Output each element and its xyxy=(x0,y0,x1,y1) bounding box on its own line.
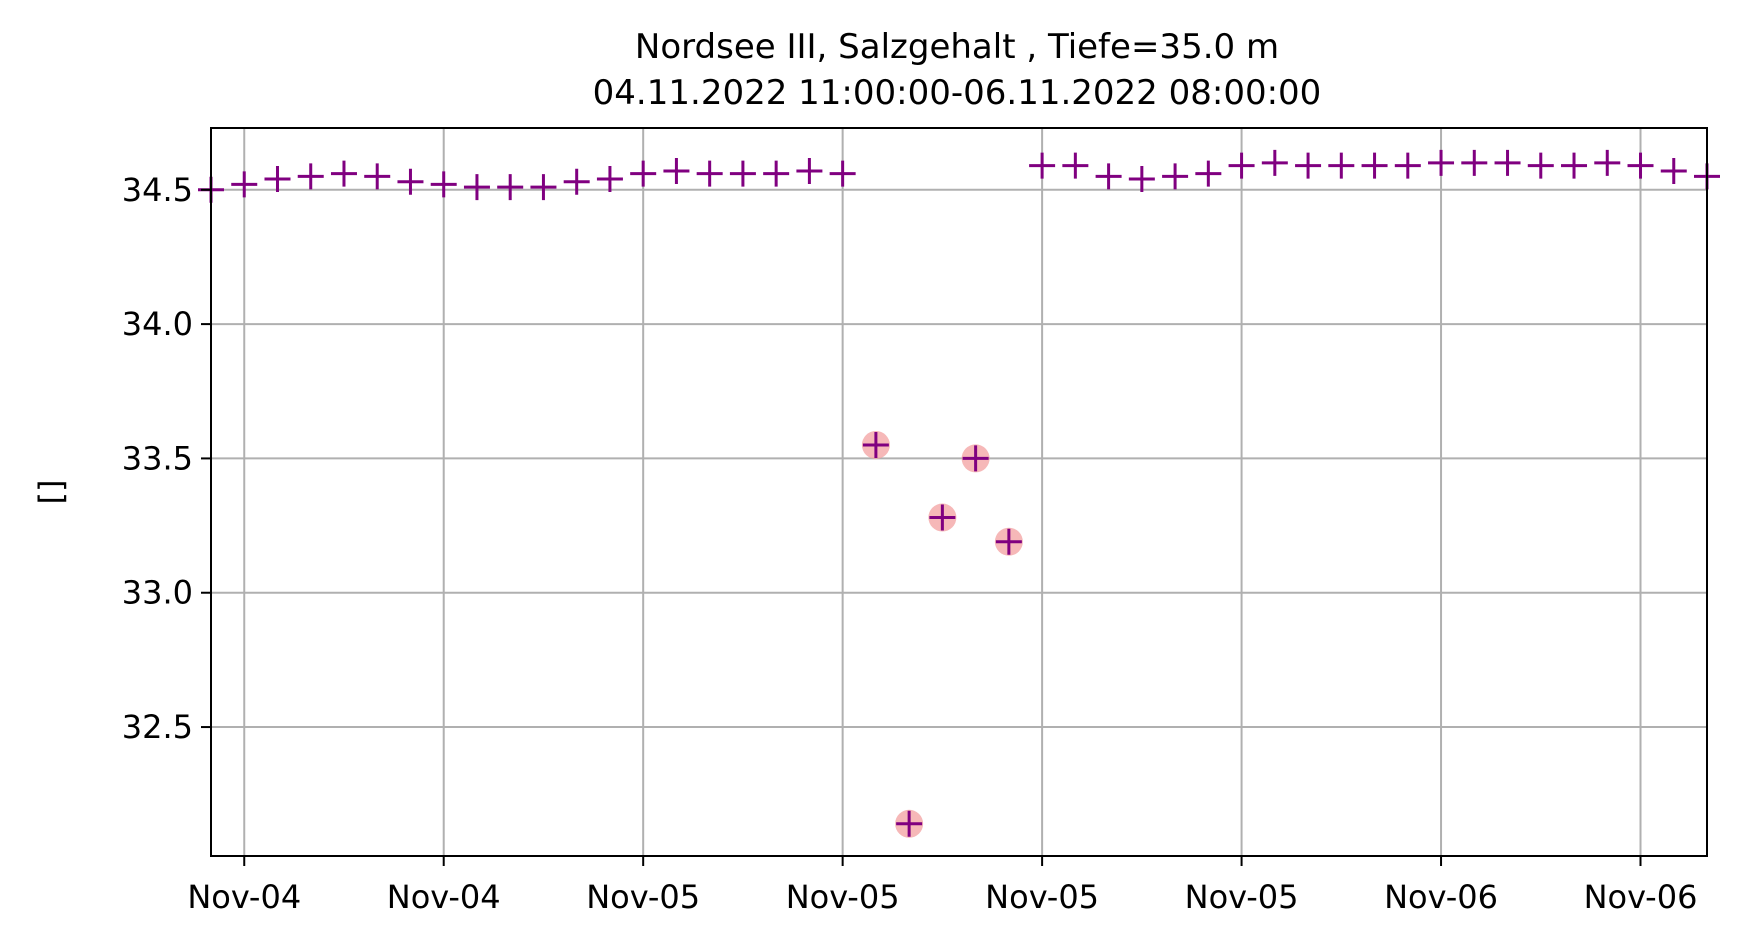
y-axis: 32.5 33.0 33.5 34.0 34.5 xyxy=(122,171,211,746)
data-point xyxy=(1594,149,1621,176)
chart-title-line-1: Nordsee III, Salzgehalt , Tiefe=35.0 m xyxy=(635,27,1279,67)
x-tick-label: Nov-06 xyxy=(1584,878,1698,916)
data-point xyxy=(1428,149,1455,176)
x-tick-label: Nov-05 xyxy=(786,878,900,916)
x-tick-label: Nov-06 xyxy=(1384,878,1498,916)
data-point xyxy=(1527,152,1554,179)
data-point xyxy=(1461,149,1488,176)
data-point xyxy=(1328,152,1355,179)
data-point xyxy=(1295,152,1322,179)
x-tick-label: Nov-05 xyxy=(586,878,700,916)
y-tick-label: 34.5 xyxy=(122,171,193,209)
data-point xyxy=(1494,149,1521,176)
chart-title-line-2: 04.11.2022 11:00:00-06.11.2022 08:00:00 xyxy=(593,73,1322,113)
data-point xyxy=(463,174,490,201)
data-point xyxy=(1361,152,1388,179)
data-point xyxy=(530,174,557,201)
data-points xyxy=(198,149,1720,837)
x-tick-label: Nov-05 xyxy=(1185,878,1299,916)
data-point xyxy=(1029,152,1056,179)
data-point xyxy=(330,160,357,187)
y-axis-label: [] xyxy=(32,480,70,505)
flagged-points xyxy=(861,430,1023,838)
data-point xyxy=(729,160,756,187)
x-tick-label: Nov-04 xyxy=(387,878,501,916)
data-point xyxy=(796,157,823,184)
data-point xyxy=(630,160,657,187)
y-tick-label: 33.0 xyxy=(122,574,193,612)
data-point xyxy=(1162,163,1189,190)
data-point xyxy=(264,166,291,193)
data-point xyxy=(596,166,623,193)
data-point xyxy=(397,168,424,195)
data-point xyxy=(231,171,258,198)
data-point xyxy=(1561,152,1588,179)
x-tick-label: Nov-04 xyxy=(187,878,301,916)
data-point xyxy=(1394,152,1421,179)
data-point xyxy=(1128,166,1155,193)
data-point xyxy=(1660,157,1687,184)
data-point xyxy=(962,445,989,472)
y-tick-label: 33.5 xyxy=(122,439,193,477)
data-point xyxy=(497,174,524,201)
y-tick-label: 34.0 xyxy=(122,305,193,343)
data-point xyxy=(829,160,856,187)
data-point xyxy=(696,160,723,187)
data-point xyxy=(1261,149,1288,176)
data-point xyxy=(763,160,790,187)
y-tick-label: 32.5 xyxy=(122,708,193,746)
data-point xyxy=(995,528,1022,555)
data-point xyxy=(430,171,457,198)
plot-frame xyxy=(210,127,1708,857)
data-point xyxy=(563,168,590,195)
data-point xyxy=(862,431,889,458)
data-point xyxy=(896,810,923,837)
data-point xyxy=(297,163,324,190)
data-point xyxy=(1228,152,1255,179)
x-axis: Nov-04 Nov-04 Nov-05 Nov-05 Nov-05 Nov-05 Nov-… xyxy=(187,856,1697,916)
data-point xyxy=(1627,152,1654,179)
data-point xyxy=(663,157,690,184)
grid xyxy=(211,128,1707,856)
data-point xyxy=(929,504,956,531)
data-point xyxy=(1062,152,1089,179)
data-point xyxy=(1195,160,1222,187)
x-tick-label: Nov-05 xyxy=(985,878,1099,916)
data-point xyxy=(1095,163,1122,190)
data-point xyxy=(364,163,391,190)
